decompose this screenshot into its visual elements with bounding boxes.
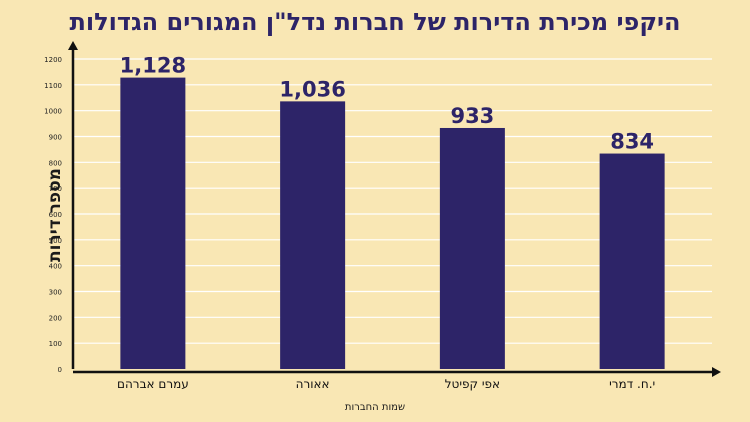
y-tick-label: 800	[49, 159, 62, 167]
y-tick-label: 1000	[44, 108, 62, 116]
data-label: 834	[610, 130, 654, 154]
x-tick-label: אפי קפיטל	[445, 377, 500, 391]
y-tick-label: 700	[49, 185, 62, 193]
bar	[280, 101, 346, 369]
data-label: 1,128	[120, 54, 186, 78]
y-tick-label: 1200	[44, 56, 62, 64]
x-axis-arrow	[712, 367, 721, 377]
x-axis-label: שמות החברות	[344, 402, 406, 413]
x-tick-label: עמרם אברהם	[117, 377, 189, 391]
chart-title: היקפי מכירת הדירות של חברות נדל"ן המגורי…	[69, 8, 681, 36]
y-tick-label: 100	[49, 340, 62, 348]
y-tick-label: 400	[49, 263, 62, 271]
y-tick-label: 1100	[44, 82, 62, 90]
bar	[120, 77, 186, 369]
data-label: 933	[450, 104, 494, 128]
x-tick-label: י.ח. דמרי	[609, 377, 655, 391]
y-tick-label: 900	[49, 134, 62, 142]
y-tick-label: 0	[58, 366, 62, 374]
y-tick-label: 600	[49, 211, 62, 219]
x-tick-label: אאורה	[296, 377, 330, 391]
y-axis-arrow	[68, 41, 78, 50]
data-label: 1,036	[279, 77, 345, 101]
y-tick-label: 300	[49, 289, 62, 297]
y-tick-label: 500	[49, 237, 62, 245]
bar	[439, 127, 505, 369]
bar	[599, 153, 665, 369]
y-tick-label: 200	[49, 314, 62, 322]
